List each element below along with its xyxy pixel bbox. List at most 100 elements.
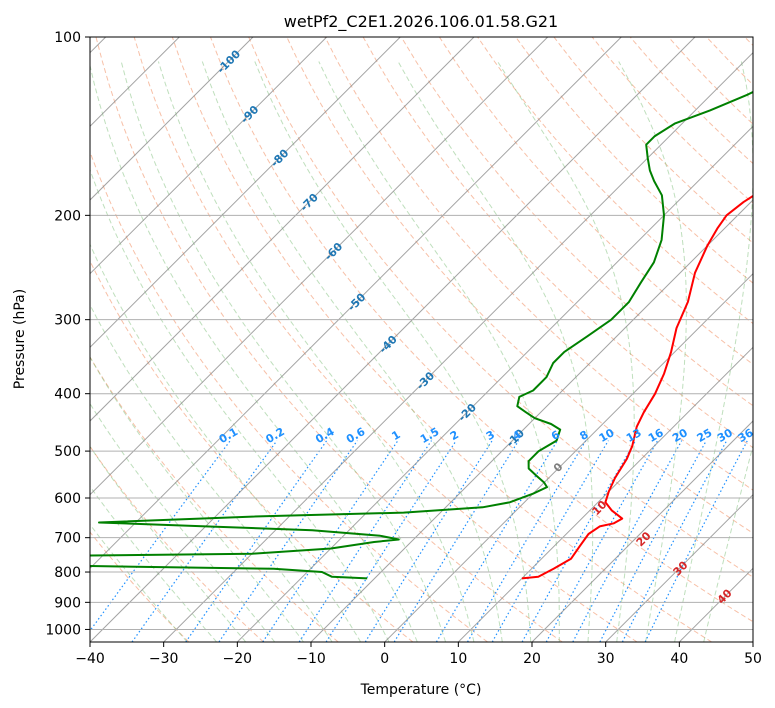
- dry-adiabat-line: [477, 37, 753, 325]
- moist-adiabat-label: 20: [634, 529, 654, 549]
- x-tick-label: 30: [597, 651, 615, 667]
- mixing-ratio-label: 2: [448, 428, 461, 443]
- y-tick-label: 700: [54, 531, 81, 547]
- moist-adiabat-line: [90, 523, 188, 642]
- moist-adiabat-line: [90, 243, 362, 642]
- mixing-ratio-label: 3: [484, 428, 497, 443]
- isotherm-line: [90, 37, 549, 496]
- x-axis-label: Temperature (°C): [360, 682, 482, 698]
- dry-adiabat-line: [90, 531, 190, 642]
- x-tick-label: −20: [223, 651, 253, 667]
- mixing-ratio-line: [185, 440, 328, 642]
- temperature-profile-line: [521, 194, 753, 580]
- dewpoint-profile-line: [90, 90, 753, 580]
- mixing-ratio-label: 0.1: [217, 425, 240, 446]
- mixing-ratio-label: 1: [390, 428, 403, 443]
- moist-adiabat-line: [674, 61, 753, 642]
- y-tick-label: 300: [54, 313, 81, 329]
- dry-adiabat-line: [90, 259, 414, 642]
- x-tick-label: 40: [670, 651, 688, 667]
- dry-adiabat-line: [515, 37, 753, 284]
- mixing-ratio-line: [435, 440, 558, 642]
- isotherm-line: [90, 37, 254, 201]
- x-tick-label: 10: [449, 651, 467, 667]
- mixing-ratio-label: 16: [646, 426, 666, 445]
- isotherm-line: [236, 125, 753, 642]
- y-tick-label: 1000: [45, 622, 81, 638]
- dry-adiabat-line: [171, 37, 712, 642]
- mixing-ratio-line: [393, 440, 520, 642]
- isotherm-line: [457, 346, 753, 642]
- moist-adiabat-line: [90, 303, 333, 642]
- isotherm-label: -100: [215, 47, 244, 76]
- isotherm-line: [90, 37, 475, 422]
- isotherm-line: [163, 51, 753, 642]
- isotherm-line: [531, 420, 753, 642]
- dry-adiabat-line: [362, 37, 753, 449]
- gridlines: [90, 37, 753, 642]
- mixing-ratio-line: [364, 440, 493, 642]
- plot-frame: [89, 36, 754, 643]
- moist-adiabat-line: [90, 63, 418, 642]
- dry-adiabat-line: [438, 37, 753, 366]
- background-lines: [90, 37, 753, 642]
- mixing-ratio-line: [466, 440, 587, 642]
- profiles: [90, 90, 753, 580]
- mixing-ratio-line: [325, 440, 457, 642]
- mixing-ratio-label: 10: [597, 426, 617, 445]
- mixing-ratio-label: 25: [695, 426, 715, 445]
- mixing-ratio-line: [491, 440, 609, 642]
- dry-adiabat-line: [706, 37, 753, 86]
- mixing-ratio-line: [298, 440, 432, 642]
- isotherm-label: -60: [322, 240, 345, 263]
- x-tick-label: −30: [149, 651, 179, 667]
- dry-adiabat-line: [90, 445, 264, 642]
- dry-adiabat-line: [210, 37, 753, 623]
- isotherm-line: [90, 37, 328, 275]
- isotherm-label: -90: [238, 103, 261, 126]
- y-tick-label: 400: [54, 387, 81, 403]
- isotherm-line: [90, 37, 696, 642]
- x-tick-label: 0: [380, 651, 389, 667]
- isotherm-label: -70: [298, 191, 321, 214]
- y-tick-label: 500: [54, 444, 81, 460]
- y-axis-ticks: 100 200 300 400 500 600 700 800 900 1000: [45, 30, 90, 638]
- moist-adiabat-line: [618, 61, 687, 642]
- dry-adiabat-line: [668, 37, 753, 125]
- moist-adiabat-line: [90, 402, 276, 642]
- mixing-ratio-label: 8: [577, 428, 590, 443]
- dry-adiabat-line: [248, 37, 753, 578]
- dry-adiabat-line: [324, 37, 753, 491]
- isotherm-line: [752, 641, 753, 642]
- dry-adiabat-line: [95, 37, 563, 642]
- y-tick-label: 800: [54, 565, 81, 581]
- y-tick-label: 200: [54, 208, 81, 224]
- mixing-ratio-label: 1.5: [418, 425, 441, 446]
- moist-adiabat-line: [90, 445, 247, 642]
- isotherm-line: [90, 37, 401, 349]
- moist-adiabat-line: [90, 168, 390, 642]
- dry-adiabat-line: [133, 37, 638, 642]
- x-axis-ticks: −40 −30 −20 −10 0 10 20 30 40 50: [75, 642, 762, 667]
- moist-adiabat-line: [157, 61, 475, 642]
- mixing-ratio-line: [90, 440, 231, 632]
- moist-adiabat-label: 30: [671, 558, 691, 578]
- dry-adiabat-line: [744, 37, 753, 47]
- chart-title: wetPf2_C2E1.2026.106.01.58.G21: [284, 12, 558, 32]
- x-tick-label: −40: [75, 651, 105, 667]
- isotherm-line: [90, 37, 622, 570]
- dry-adiabat-line: [591, 37, 753, 204]
- mixing-ratio-line: [262, 440, 399, 642]
- moist-adiabat-line: [703, 443, 753, 642]
- moist-adiabat-line: [397, 61, 594, 642]
- mixing-ratio-label: 0.4: [313, 425, 337, 446]
- x-tick-label: 20: [523, 651, 541, 667]
- moist-adiabat-line: [90, 485, 217, 642]
- isotherm-line: [310, 199, 753, 642]
- y-tick-label: 100: [54, 30, 81, 46]
- x-tick-label: 50: [744, 651, 762, 667]
- y-axis-label: Pressure (hPa): [12, 289, 28, 389]
- mixing-ratio-line: [218, 440, 358, 642]
- dry-adiabat-line: [553, 37, 753, 244]
